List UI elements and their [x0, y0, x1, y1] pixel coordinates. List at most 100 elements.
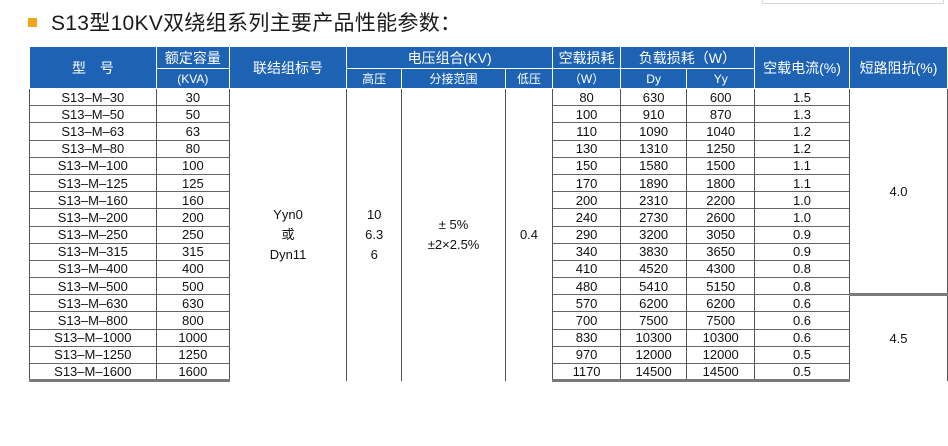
cell-no-load-current: 0.9 — [753, 225, 850, 244]
page-title: S13型10KV双绕组系列主要产品性能参数： — [51, 12, 462, 35]
cell-no-load-loss: 150 — [552, 156, 621, 175]
cell-no-load-current: 0.6 — [753, 328, 850, 347]
cell-model: S13–M–315 — [29, 242, 157, 261]
cell-no-load-loss: 200 — [552, 191, 621, 209]
table-row: S13–M–30 30 Yyn0 或 Dyn11 10 6.3 6 ± 5% ±… — [29, 87, 948, 381]
cell-no-load-current: 1.1 — [753, 156, 850, 175]
table-row: S13–M–250 250 290 3200 3050 0.9 — [29, 225, 948, 244]
cell-model: S13–M–100 — [29, 156, 157, 175]
cell-dy: 630 — [619, 87, 688, 106]
cell-model: S13–M–50 — [29, 105, 157, 123]
header-impedance: 短路阻抗(%) — [848, 46, 948, 89]
header-no-load-loss: 空载损耗 — [552, 46, 621, 69]
cell-lv-group: 0.4 — [504, 87, 554, 381]
cell-impedance-a: 4.0 — [848, 87, 948, 297]
tap-line-1: ± 5% — [438, 216, 469, 232]
cell-no-load-loss: 410 — [552, 259, 621, 278]
header-dy: Dy — [619, 68, 688, 89]
cell-capacity: 80 — [155, 139, 231, 158]
cell-model: S13–M–1000 — [29, 328, 157, 347]
cell-yy: 6200 — [686, 294, 755, 312]
cell-connection-group: Yyn0 或 Dyn11 — [229, 87, 347, 381]
cell-yy: 1500 — [686, 156, 755, 175]
cell-no-load-current: 0.8 — [753, 277, 850, 295]
cell-no-load-current: 0.5 — [753, 362, 850, 383]
connection-line-3: Dyn11 — [269, 246, 307, 262]
cell-no-load-current: 1.0 — [753, 191, 850, 209]
connection-line-2: 或 — [281, 226, 295, 242]
header-lv: 低压 — [504, 68, 554, 89]
cell-dy: 7500 — [619, 311, 688, 330]
header-hv: 高压 — [345, 68, 403, 89]
cell-capacity: 250 — [155, 225, 231, 244]
cell-dy: 1090 — [619, 122, 688, 141]
cell-tap-range-group: ± 5% ±2×2.5% — [401, 87, 506, 381]
connection-line-1: Yyn0 — [273, 206, 303, 222]
cell-yy: 12000 — [686, 345, 755, 364]
header-tap-range: 分接范围 — [401, 68, 506, 89]
title-row: S13型10KV双绕组系列主要产品性能参数： — [28, 7, 461, 37]
cell-model: S13–M–80 — [29, 139, 157, 158]
cell-dy: 6200 — [619, 294, 688, 312]
cell-yy: 2600 — [686, 208, 755, 226]
cell-dy: 3830 — [619, 242, 688, 261]
title-bullet — [28, 17, 37, 27]
cell-capacity: 100 — [155, 156, 231, 175]
table-row: S13–M–500 500 480 5410 5150 0.8 — [29, 277, 948, 295]
cell-dy: 910 — [619, 105, 688, 123]
cell-dy: 10300 — [619, 328, 688, 347]
cell-model: S13–M–125 — [29, 173, 157, 192]
cell-dy: 5410 — [619, 277, 688, 295]
table-row: S13–M–160 160 200 2310 2200 1.0 — [29, 191, 948, 209]
cell-no-load-loss: 480 — [552, 277, 621, 295]
table-row: S13–M–100 100 150 1580 1500 1.1 — [29, 156, 948, 175]
cell-model: S13–M–200 — [29, 208, 157, 226]
table-row: S13–M–200 200 240 2730 2600 1.0 — [29, 208, 948, 226]
cell-no-load-current: 1.0 — [753, 208, 850, 226]
cell-capacity: 500 — [155, 277, 231, 295]
cell-capacity: 400 — [155, 259, 231, 278]
cell-no-load-current: 1.2 — [753, 122, 850, 141]
header-no-load-current: 空载电流(%) — [753, 46, 850, 89]
cell-yy: 2200 — [686, 191, 755, 209]
cell-yy: 5150 — [686, 277, 755, 295]
cell-no-load-loss: 570 — [552, 294, 621, 312]
cell-no-load-loss: 100 — [552, 105, 621, 123]
hv-line-2: 6.3 — [365, 226, 384, 242]
table-row: S13–M–400 400 410 4520 4300 0.8 — [29, 259, 948, 278]
cell-yy: 3050 — [686, 225, 755, 244]
cell-no-load-current: 0.6 — [753, 294, 850, 312]
cell-capacity: 30 — [155, 87, 231, 106]
cell-yy: 1800 — [686, 173, 755, 192]
cell-no-load-loss: 170 — [552, 173, 621, 192]
table-row: S13–M–1000 1000 830 10300 10300 0.6 — [29, 328, 948, 347]
cell-model: S13–M–630 — [29, 294, 157, 312]
cell-dy: 1890 — [619, 173, 688, 192]
cell-no-load-current: 1.5 — [753, 87, 850, 106]
cell-dy: 2730 — [619, 208, 688, 226]
table-row: S13–M–63 63 110 1090 1040 1.2 — [29, 122, 948, 141]
cell-capacity: 1600 — [155, 362, 231, 383]
tap-line-2: ±2×2.5% — [427, 236, 480, 252]
cell-model: S13–M–800 — [29, 311, 157, 330]
cell-dy: 3200 — [619, 225, 688, 244]
cell-capacity: 50 — [155, 105, 231, 123]
cell-model: S13–M–30 — [29, 87, 157, 106]
cell-no-load-loss: 1170 — [552, 362, 621, 383]
cell-dy: 1310 — [619, 139, 688, 158]
cell-model: S13–M–63 — [29, 122, 157, 141]
header-yy: Yy — [686, 68, 755, 89]
cell-no-load-loss: 970 — [552, 345, 621, 364]
spec-table: 型 号 额定容量 联结组标号 电压组合(KV) 空载损耗 负载损耗（W） 空载电… — [29, 46, 948, 383]
cell-model: S13–M–500 — [29, 277, 157, 295]
cell-no-load-loss: 80 — [552, 87, 621, 106]
header-load-loss: 负载损耗（W） — [619, 46, 755, 69]
cell-yy: 870 — [686, 105, 755, 123]
table-row: S13–M–630 630 570 6200 6200 0.6 4.5 — [29, 294, 948, 381]
table-row: S13–M–1250 1250 970 12000 12000 0.5 — [29, 345, 948, 364]
cell-impedance-b: 4.5 — [848, 294, 948, 381]
cell-yy: 4300 — [686, 259, 755, 278]
hv-line-3: 6 — [370, 246, 378, 262]
cell-dy: 4520 — [619, 259, 688, 278]
cell-hv-group: 10 6.3 6 — [345, 87, 403, 381]
